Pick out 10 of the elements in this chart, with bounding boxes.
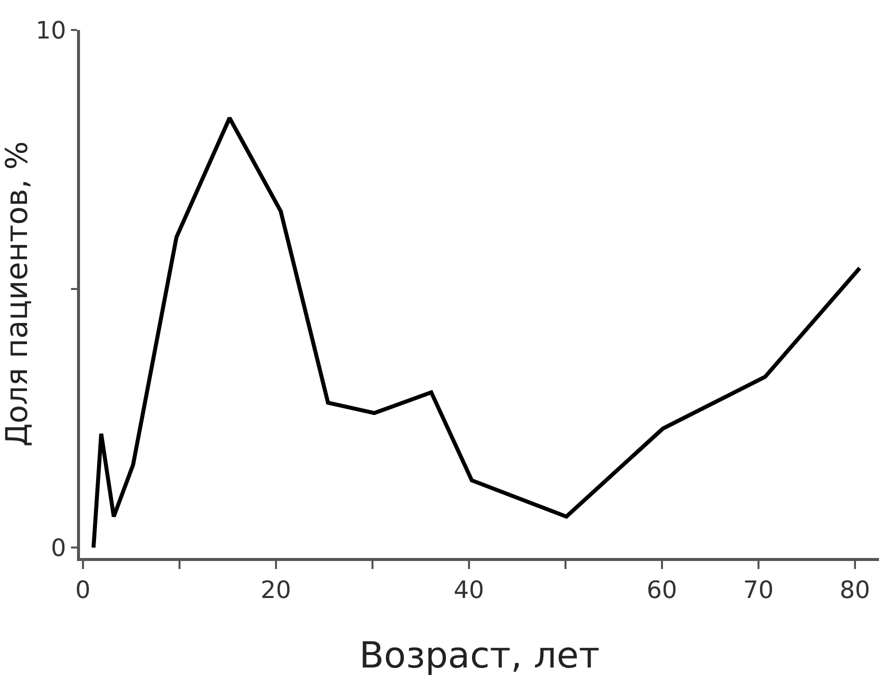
x-tick-label: 0 [75,576,91,604]
line-series [92,116,862,550]
x-axis-title: Возраст, лет [359,636,600,676]
x-tick-label: 70 [743,576,774,604]
x-tick-label: 20 [260,576,292,604]
x-tick-label: 60 [646,576,678,604]
x-tick-label: 40 [454,576,484,604]
x-tick-label: 80 [840,576,870,604]
y-axis-title: Доля пациентов, % [0,141,35,447]
y-tick-label: 10 [36,16,66,44]
